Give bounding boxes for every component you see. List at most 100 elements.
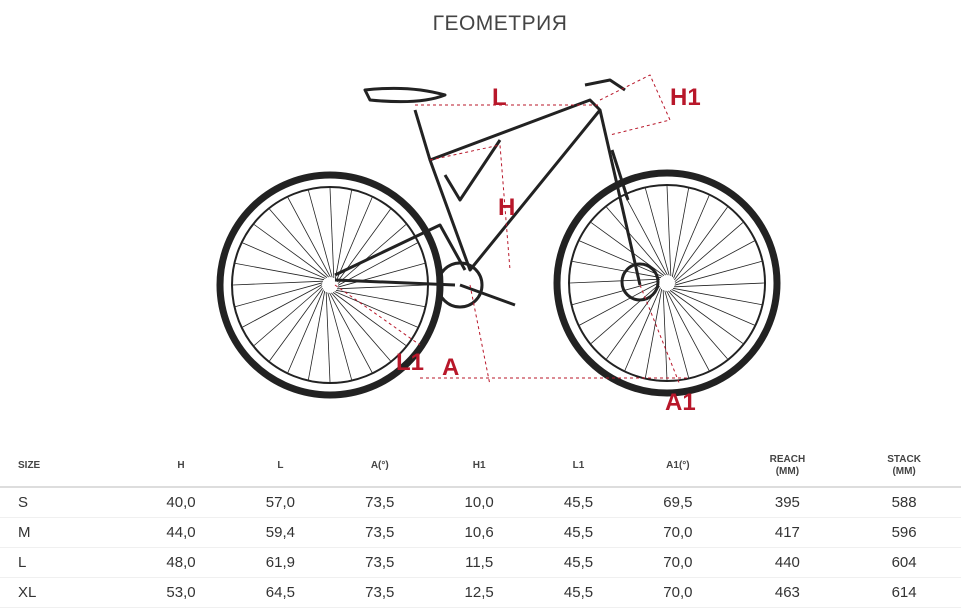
spoke (590, 284, 660, 344)
spoke (337, 242, 418, 286)
dimension-lines (334, 74, 690, 386)
table-cell: 395 (727, 487, 848, 518)
table-cell: L (0, 547, 132, 578)
spoke (335, 289, 425, 307)
table-cell: 614 (847, 577, 961, 608)
column-header: SIZE (0, 446, 132, 488)
column-header-line: (MM) (892, 466, 916, 477)
spoke (269, 208, 329, 278)
spoke (671, 289, 755, 326)
spoke (579, 240, 663, 277)
label-L1: L1 (396, 349, 424, 376)
spoke (308, 190, 333, 278)
label-H1: H1 (670, 84, 701, 111)
spoke (666, 185, 672, 276)
spoke (253, 224, 328, 278)
spoke (329, 292, 373, 373)
spoke (287, 289, 324, 373)
spoke (334, 291, 418, 328)
table-row: XL 53,0 64,5 73,5 12,5 45,5 70,0 463 614 (0, 577, 961, 608)
spoke (331, 292, 391, 362)
spoke (325, 292, 331, 383)
table-cell: 45,5 (528, 577, 629, 608)
spoke (645, 188, 670, 276)
spoke (668, 290, 728, 360)
table-cell: 53,0 (131, 577, 231, 608)
spoke (337, 263, 425, 288)
table-cell: 596 (847, 517, 961, 548)
spoke (674, 240, 755, 284)
table-cell: 59,4 (230, 517, 331, 548)
column-header: A1(°) (628, 446, 728, 488)
table-cell: S (0, 487, 132, 518)
table-cell: 73,5 (330, 547, 430, 578)
table-row: L 48,0 61,9 73,5 11,5 45,5 70,0 440 604 (0, 547, 961, 578)
column-header-line: STACK (887, 454, 921, 465)
table-cell: 57,0 (230, 487, 331, 518)
spoke (666, 290, 710, 371)
column-header: REACH (MM) (727, 446, 848, 488)
spoke (572, 280, 660, 305)
table-cell: 70,0 (628, 547, 728, 578)
table-cell: 61,9 (230, 547, 331, 578)
table-cell: M (0, 517, 132, 548)
table-cell: 64,5 (230, 577, 331, 608)
spoke (674, 261, 762, 286)
spoke (308, 290, 326, 380)
spoke (337, 224, 407, 284)
spoke (329, 187, 335, 278)
spoke (662, 290, 668, 381)
frame (334, 78, 660, 309)
spoke (645, 288, 663, 378)
column-header: H (131, 446, 231, 488)
spoke (287, 197, 331, 278)
spoke (674, 222, 744, 282)
spoke (674, 206, 728, 281)
spoke (232, 280, 323, 286)
table-cell: XL (0, 577, 132, 608)
spoke (235, 282, 323, 307)
column-header: L1 (528, 446, 629, 488)
spoke (336, 197, 373, 281)
table-cell: 417 (727, 517, 848, 548)
column-header: L (230, 446, 331, 488)
label-A1: A1 (665, 389, 696, 416)
spoke (242, 284, 323, 328)
label-H: H (498, 194, 515, 221)
table-cell: 40,0 (131, 487, 231, 518)
table-cell: 10,6 (429, 517, 529, 548)
table-cell: 10,0 (429, 487, 529, 518)
table-cell: 45,5 (528, 517, 629, 548)
spoke (572, 261, 662, 279)
table-cell: 73,5 (330, 577, 430, 608)
label-A: A (442, 354, 459, 381)
spoke (332, 292, 407, 346)
column-header: A(°) (330, 446, 430, 488)
table-cell: 588 (847, 487, 961, 518)
spoke (569, 278, 660, 284)
spoke (664, 290, 689, 378)
spoke (334, 190, 352, 280)
table-cell: 73,5 (330, 517, 430, 548)
table-cell: 48,0 (131, 547, 231, 578)
spoke (624, 195, 668, 276)
table-cell: 70,0 (628, 517, 728, 548)
column-header-line: (MM) (775, 466, 800, 477)
spoke (671, 188, 689, 278)
spoke (327, 292, 352, 380)
table-cell: 45,5 (528, 487, 629, 518)
column-header: STACK (MM) (847, 446, 961, 488)
column-header: H1 (429, 446, 529, 488)
table-cell: 44,0 (131, 517, 231, 548)
table-cell: 12,5 (429, 577, 529, 608)
table-row: M 44,0 59,4 73,5 10,6 45,5 70,0 417 596 (0, 517, 961, 548)
spoke (235, 263, 325, 281)
spoke (337, 284, 428, 290)
table-cell: 11,5 (429, 547, 529, 578)
front-wheel (553, 169, 781, 397)
table-cell: 604 (847, 547, 961, 578)
spoke (674, 282, 765, 288)
spoke (673, 195, 710, 279)
label-L: L (492, 84, 507, 111)
